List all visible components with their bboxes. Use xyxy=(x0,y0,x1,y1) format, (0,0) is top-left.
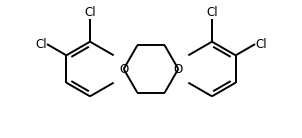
Text: Cl: Cl xyxy=(35,38,47,51)
Text: O: O xyxy=(174,63,183,75)
Text: O: O xyxy=(119,63,128,75)
Text: Cl: Cl xyxy=(206,6,218,19)
Text: Cl: Cl xyxy=(84,6,96,19)
Text: Cl: Cl xyxy=(255,38,267,51)
